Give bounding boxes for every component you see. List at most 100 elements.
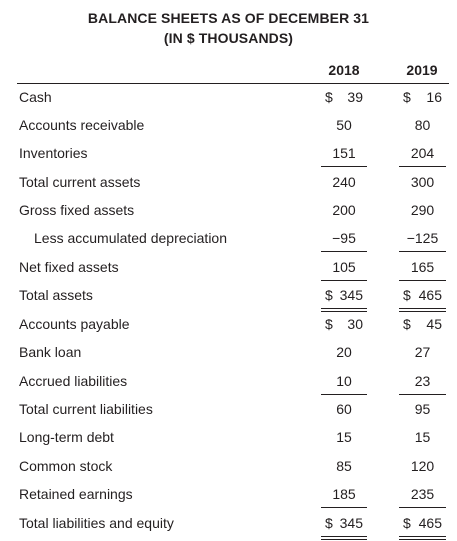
value-cell-2018: 105 [321,259,367,281]
table-row: Accounts payable $30 $45 [0,316,457,336]
underline-rule [399,394,446,395]
row-label: Common stock [19,458,113,474]
table-row: Total assets $345 $465 [0,287,457,312]
cell-value: 20 [336,344,352,360]
dollar-sign: $ [325,89,333,105]
value-cell-2018: 10 [321,373,367,395]
cell-value: 10 [336,373,352,389]
cell-value: 23 [414,373,431,389]
underline-rule [321,308,367,309]
cell-value: 240 [332,174,356,190]
cell-value: −125 [406,230,439,246]
double-underline-rule [321,539,367,540]
cell-value: 80 [414,117,431,133]
table-subtitle: (IN $ THOUSANDS) [163,30,294,46]
value-cell-2019: 235 [399,486,446,508]
row-label: Less accumulated depreciation [34,230,228,246]
underline-rule [399,166,446,167]
value-cell-2018: $30 [321,316,367,336]
table-row: Retained earnings 185 235 [0,486,457,508]
table-row: Accounts receivable 50 80 [0,117,457,137]
row-label: Retained earnings [19,486,133,502]
row-label: Total liabilities and equity [19,515,174,531]
row-label: Total assets [19,287,93,303]
cell-value: 235 [410,486,435,502]
value-cell-2018: −95 [321,230,367,252]
cell-value: 45 [426,316,442,332]
row-label: Total current assets [19,174,141,190]
table-row: Total current liabilities 60 95 [0,401,457,421]
value-cell-2019: 300 [399,174,446,194]
cell-value: 95 [414,401,431,417]
value-cell-2019: 165 [399,259,446,281]
table-row: Total liabilities and equity $345 $465 [0,515,457,540]
underline-rule [399,251,446,252]
dollar-sign: $ [403,515,411,531]
underline-rule [399,280,446,281]
cell-value: 15 [414,429,431,445]
value-cell-2018: $345 [321,287,367,312]
value-cell-2019: 15 [399,429,446,449]
underline-rule [399,536,446,537]
cell-value: 185 [332,486,356,502]
row-label: Cash [19,89,52,105]
table-row: Total current assets 240 300 [0,174,457,194]
row-label: Total current liabilities [19,401,153,417]
row-label: Gross fixed assets [19,202,135,218]
cell-value: 105 [332,259,356,275]
cell-value: 465 [418,515,442,531]
header-rule [17,83,449,84]
cell-value: 300 [410,174,435,190]
value-cell-2019: $45 [399,316,446,336]
row-label: Bank loan [19,344,82,360]
cell-value: 165 [410,259,435,275]
double-underline-rule [399,311,446,312]
value-cell-2019: 95 [399,401,446,421]
underline-rule [321,394,367,395]
table-row: Accrued liabilities 10 23 [0,373,457,395]
table-row: Long-term debt 15 15 [0,429,457,449]
cell-value: 15 [336,429,352,445]
cell-value: 85 [336,458,352,474]
value-cell-2019: 27 [399,344,446,364]
table-title: BALANCE SHEETS AS OF DECEMBER 31 [87,10,370,26]
table-row: Gross fixed assets 200 290 [0,202,457,222]
underline-rule [321,507,367,508]
table-row: Inventories 151 204 [0,145,457,167]
value-cell-2018: $39 [321,89,367,109]
dollar-sign: $ [325,287,333,303]
dollar-sign: $ [403,316,411,332]
cell-value: 465 [418,287,442,303]
value-cell-2019: $16 [399,89,446,109]
underline-rule [321,166,367,167]
value-cell-2018: 20 [321,344,367,364]
value-cell-2018: 185 [321,486,367,508]
table-row: Net fixed assets 105 165 [0,259,457,281]
underline-rule [321,251,367,252]
row-label: Accounts payable [19,316,130,332]
cell-value: 60 [336,401,352,417]
dollar-sign: $ [325,515,333,531]
underline-rule [399,308,446,309]
value-cell-2019: −125 [399,230,446,252]
cell-value: −95 [332,230,356,246]
row-label: Inventories [19,145,88,161]
cell-value: 151 [332,145,356,161]
value-cell-2018: 240 [321,174,367,194]
cell-value: 16 [426,89,442,105]
dollar-sign: $ [325,316,333,332]
value-cell-2018: 85 [321,458,367,478]
column-header-2018: 2018 [328,62,360,78]
table-row: Cash $39 $16 [0,89,457,109]
underline-rule [399,507,446,508]
value-cell-2019: 23 [399,373,446,395]
column-header-2019: 2019 [406,62,438,78]
table-row: Bank loan 20 27 [0,344,457,364]
table-row: Common stock 85 120 [0,458,457,478]
dollar-sign: $ [403,89,411,105]
cell-value: 345 [339,287,363,303]
row-label: Long-term debt [19,429,114,445]
double-underline-rule [321,311,367,312]
value-cell-2019: 290 [399,202,446,222]
value-cell-2018: 60 [321,401,367,421]
